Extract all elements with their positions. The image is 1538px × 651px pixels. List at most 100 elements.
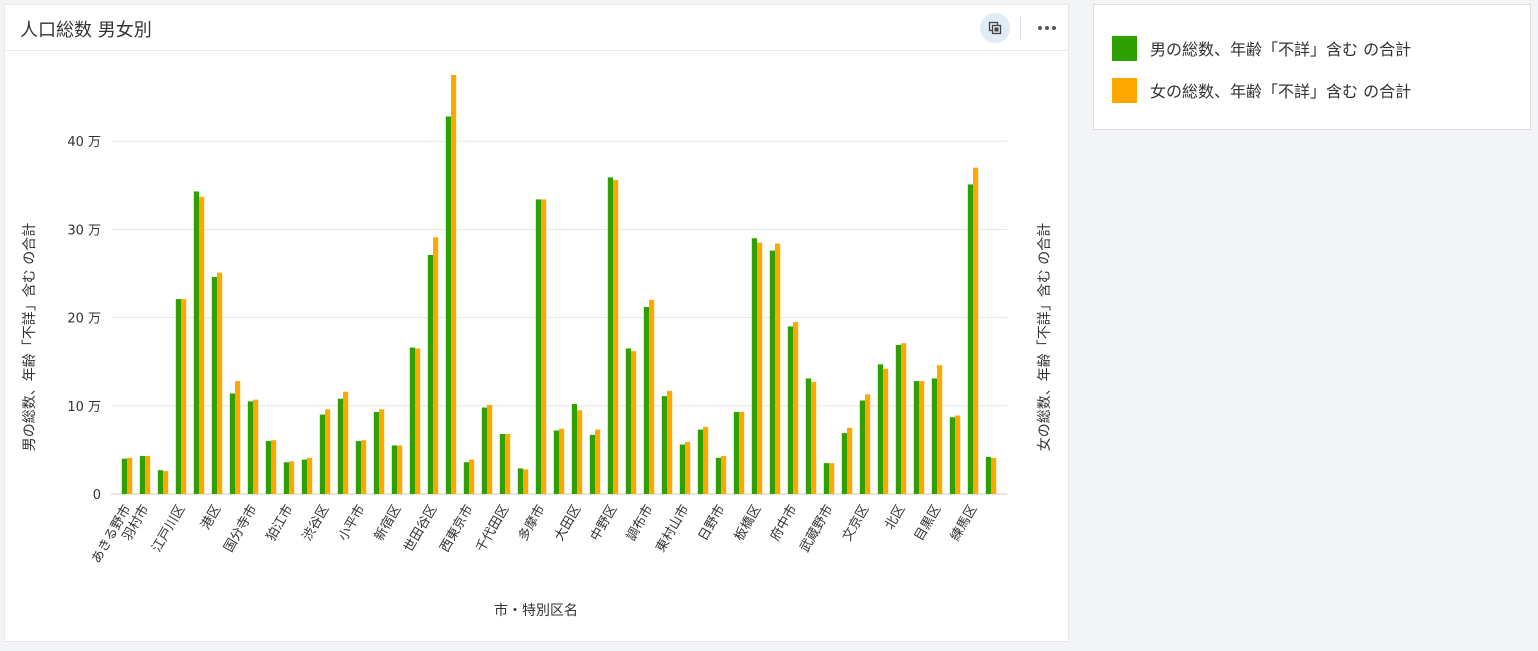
bar-male[interactable] <box>913 381 919 494</box>
bar-male[interactable] <box>751 238 757 494</box>
bar-female[interactable] <box>937 365 943 494</box>
bar-male[interactable] <box>949 417 955 494</box>
bar-male[interactable] <box>967 184 973 495</box>
bar-male[interactable] <box>607 177 613 495</box>
more-options-button[interactable] <box>1032 13 1062 43</box>
bar-male[interactable] <box>247 401 253 494</box>
bar-female[interactable] <box>829 463 835 494</box>
bar-female[interactable] <box>919 381 925 494</box>
bar-male[interactable] <box>643 307 649 494</box>
bar-female[interactable] <box>343 391 349 494</box>
bar-female[interactable] <box>595 429 601 494</box>
bar-male[interactable] <box>769 250 775 494</box>
bar-male[interactable] <box>787 326 793 494</box>
bar-female[interactable] <box>865 394 871 494</box>
bar-female[interactable] <box>361 440 367 494</box>
bar-male[interactable] <box>625 348 631 494</box>
bar-male[interactable] <box>895 344 901 494</box>
bar-female[interactable] <box>739 411 745 494</box>
bar-male[interactable] <box>193 191 199 494</box>
bar-female[interactable] <box>181 299 187 494</box>
bar-male[interactable] <box>589 434 595 494</box>
bar-female[interactable] <box>991 457 997 494</box>
bar-female[interactable] <box>721 456 727 494</box>
bar-male[interactable] <box>877 364 883 494</box>
bar-female[interactable] <box>217 272 223 494</box>
bar-male[interactable] <box>409 347 415 494</box>
bar-female[interactable] <box>379 409 385 494</box>
bar-female[interactable] <box>883 368 889 494</box>
bar-female[interactable] <box>613 180 619 494</box>
bar-female[interactable] <box>955 415 961 495</box>
expand-button[interactable] <box>980 13 1010 43</box>
bar-female[interactable] <box>253 399 259 494</box>
bar-female[interactable] <box>901 343 907 494</box>
bar-male[interactable] <box>427 254 433 494</box>
bar-male[interactable] <box>211 277 217 494</box>
bar-male[interactable] <box>283 462 289 494</box>
bar-male[interactable] <box>679 444 685 494</box>
bar-female[interactable] <box>325 409 331 494</box>
bar-male[interactable] <box>553 430 559 495</box>
bar-female[interactable] <box>505 434 511 494</box>
bar-male[interactable] <box>859 400 865 494</box>
bar-female[interactable] <box>685 441 691 494</box>
bar-female[interactable] <box>289 461 295 494</box>
bar-male[interactable] <box>139 456 145 494</box>
bar-female[interactable] <box>451 75 457 495</box>
bar-female[interactable] <box>703 426 709 494</box>
legend-item-male[interactable]: 男の総数、年齢「不詳」含む の合計 <box>1112 35 1411 61</box>
bar-female[interactable] <box>523 469 529 494</box>
bar-male[interactable] <box>391 445 397 494</box>
bar-female[interactable] <box>757 242 763 494</box>
bar-female[interactable] <box>415 348 421 494</box>
bar-male[interactable] <box>463 462 469 494</box>
bar-male[interactable] <box>571 404 577 494</box>
bar-male[interactable] <box>661 396 667 494</box>
bar-female[interactable] <box>793 322 799 494</box>
bar-male[interactable] <box>445 116 451 495</box>
bar-male[interactable] <box>481 407 487 494</box>
bar-female[interactable] <box>199 196 205 494</box>
bar-female[interactable] <box>847 427 853 494</box>
legend-item-female[interactable]: 女の総数、年齢「不詳」含む の合計 <box>1112 77 1411 103</box>
bar-female[interactable] <box>163 471 169 494</box>
bar-female[interactable] <box>433 237 439 494</box>
bar-male[interactable] <box>301 459 307 494</box>
bar-female[interactable] <box>973 167 979 494</box>
bar-male[interactable] <box>265 441 271 494</box>
bar-female[interactable] <box>577 410 583 494</box>
bar-female[interactable] <box>541 199 547 494</box>
bar-male[interactable] <box>733 411 739 494</box>
bar-female[interactable] <box>307 457 313 494</box>
bar-male[interactable] <box>931 378 937 494</box>
bar-male[interactable] <box>499 434 505 494</box>
bar-female[interactable] <box>397 445 403 494</box>
bar-female[interactable] <box>235 381 241 494</box>
bar-male[interactable] <box>319 414 325 494</box>
bar-male[interactable] <box>355 441 361 494</box>
bar-male[interactable] <box>535 199 541 494</box>
bar-female[interactable] <box>667 390 673 494</box>
bar-female[interactable] <box>271 440 277 494</box>
bar-male[interactable] <box>823 463 829 494</box>
bar-female[interactable] <box>487 404 493 494</box>
bar-female[interactable] <box>775 243 781 494</box>
bar-male[interactable] <box>373 411 379 494</box>
bar-female[interactable] <box>127 457 133 494</box>
bar-male[interactable] <box>157 470 163 494</box>
bar-male[interactable] <box>175 299 181 494</box>
bar-male[interactable] <box>697 429 703 494</box>
bar-male[interactable] <box>805 378 811 494</box>
bar-male[interactable] <box>229 393 235 494</box>
bar-male[interactable] <box>985 456 991 494</box>
bar-male[interactable] <box>121 458 127 494</box>
bar-male[interactable] <box>715 457 721 494</box>
bar-male[interactable] <box>337 398 343 494</box>
bar-female[interactable] <box>469 459 475 494</box>
bar-female[interactable] <box>649 299 655 494</box>
bar-female[interactable] <box>631 351 637 494</box>
bar-female[interactable] <box>559 428 565 494</box>
bar-male[interactable] <box>517 468 523 494</box>
bar-female[interactable] <box>145 456 151 494</box>
